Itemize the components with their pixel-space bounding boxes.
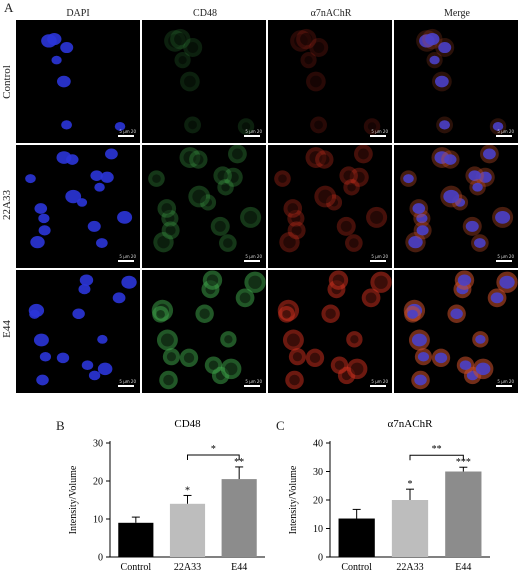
micrograph-achr-e44: 5 μm 20 [268,270,392,393]
micrograph-dapi-22a33: 5 μm 20 [16,145,140,268]
panel-c-letter: C [276,418,285,433]
bar-control [118,522,154,557]
x-tick-label: E44 [455,562,471,573]
scale-bar-label: 5 μm 20 [497,129,514,134]
y-tick-label: 20 [313,496,323,507]
scale-bar-label: 5 μm 20 [371,379,388,384]
micrograph-merge-22a33: 5 μm 20 [394,145,518,268]
bracket-significance-label: * [211,444,216,455]
micrograph-cd48-e44: 5 μm 20 [142,270,266,393]
scale-bar [370,385,386,387]
y-tick-label: 0 [98,553,103,564]
row-label-22a33: 22A33 [1,190,13,220]
scale-bar-label: 5 μm 20 [119,129,136,134]
significance-label: *** [456,457,471,468]
significance-label: ** [234,457,244,468]
y-tick-label: 10 [93,515,103,526]
scale-bar [496,385,512,387]
scale-bar-label: 5 μm 20 [245,379,262,384]
bar-22a33 [391,500,429,557]
bar-control [338,518,375,557]
panel-b-letter: B [56,418,65,433]
scale-bar-label: 5 μm 20 [245,254,262,259]
x-tick-label: 22A33 [174,562,201,573]
scale-bar [370,260,386,262]
scale-bar [118,385,134,387]
scale-bar-label: 5 μm 20 [497,379,514,384]
column-label-cd48: CD48 [193,8,217,19]
y-tick-label: 30 [313,467,323,478]
comparison-bracket [187,454,240,460]
row-label-e44: E44 [1,320,13,338]
bracket-significance-label: ** [432,444,442,455]
row-label-control: Control [1,65,13,99]
y-tick-label: 30 [93,439,103,450]
scale-bar-label: 5 μm 20 [119,254,136,259]
y-tick-label: 0 [318,553,323,564]
scale-bar-label: 5 μm 20 [119,379,136,384]
scale-bar-label: 5 μm 20 [371,254,388,259]
comparison-bracket [409,454,464,461]
chart-title: CD48 [174,418,201,430]
x-tick-label: Control [341,562,372,573]
scale-bar-label: 5 μm 20 [497,254,514,259]
scale-bar [118,135,134,137]
column-label-merge: Merge [444,8,470,19]
micrograph-cd48-22a33: 5 μm 20 [142,145,266,268]
micrograph-grid: 5 μm 20 5 μm 20 5 μm 20 5 μm 20 5 μm 20 5 μm … [16,20,520,397]
y-tick-label: 40 [313,439,323,450]
micrograph-dapi-control: 5 μm 20 [16,20,140,143]
micrograph-achr-control: 5 μm 20 [268,20,392,143]
x-tick-label: E44 [231,562,247,573]
x-tick-label: Control [121,562,152,573]
scale-bar-label: 5 μm 20 [245,129,262,134]
micrograph-achr-22a33: 5 μm 20 [268,145,392,268]
scale-bar [244,260,260,262]
x-tick-label: 22A33 [396,562,423,573]
significance-label: * [408,479,413,490]
chart-title: α7nAChR [388,418,434,430]
column-label-dapi: DAPI [66,8,90,19]
achr-bar-chart: α7nAChR 0 10 20 30 40 Intensity/Volume Control *… [288,418,490,573]
scale-bar-label: 5 μm 20 [371,129,388,134]
y-axis-label: Intensity/Volume [68,465,79,534]
micrograph-cd48-control: 5 μm 20 [142,20,266,143]
micrograph-merge-e44: 5 μm 20 [394,270,518,393]
bar-e44 [445,471,482,557]
column-label-achr: α7nAChR [310,8,352,19]
y-axis-label: Intensity/Volume [288,465,299,534]
scale-bar [118,260,134,262]
micrograph-merge-control: 5 μm 20 [394,20,518,143]
scale-bar [244,385,260,387]
scale-bar [496,260,512,262]
scale-bar [370,135,386,137]
cd48-bar-chart: CD48 0 10 20 30 Intensity/Volume Control * 22A33… [68,418,265,573]
bar-22a33 [169,503,206,557]
significance-label: * [185,485,190,496]
scale-bar [496,135,512,137]
micrograph-dapi-e44: 5 μm 20 [16,270,140,393]
y-tick-label: 20 [93,477,103,488]
y-tick-label: 10 [313,524,323,535]
bar-e44 [221,479,257,557]
scale-bar [244,135,260,137]
panel-a-letter: A [4,0,14,15]
